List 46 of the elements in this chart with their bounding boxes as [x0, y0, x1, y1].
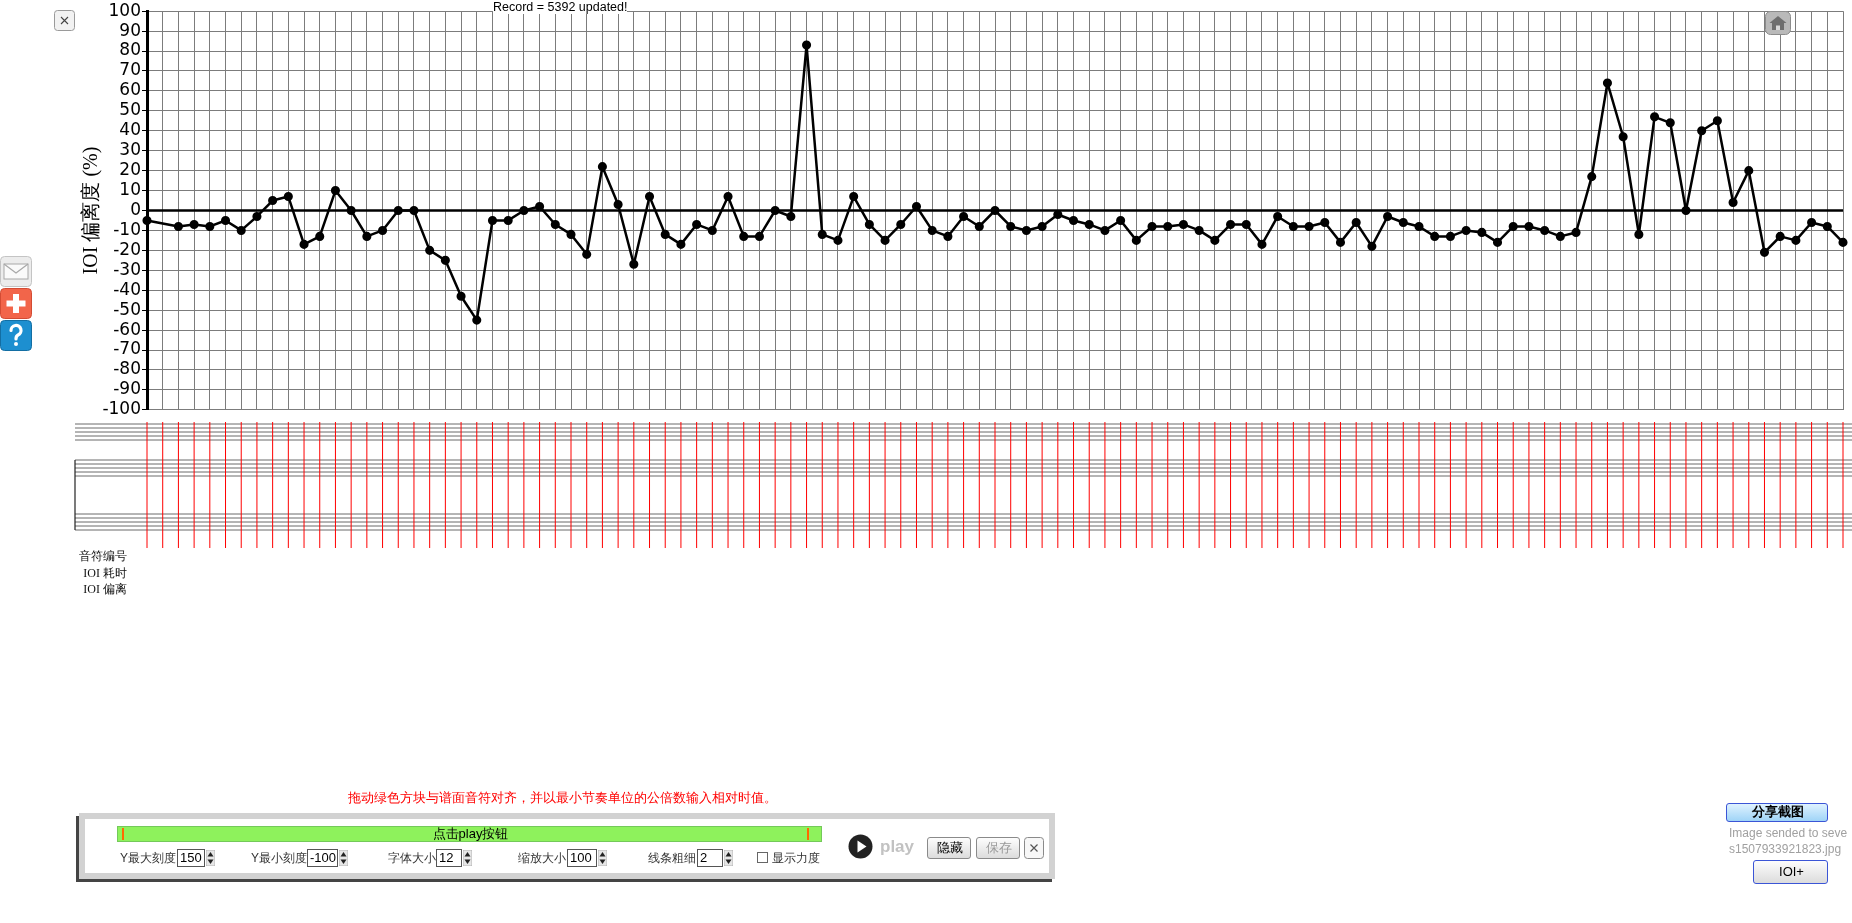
text: 音符编号 [79, 548, 127, 565]
number-field: 100 [567, 849, 597, 867]
y-tick-label: 100 [108, 0, 141, 20]
y-tick-label: 30 [119, 139, 141, 160]
y-tick-label: -20 [113, 238, 141, 259]
number-field: -100 [307, 849, 338, 867]
y-axis-title: IOI 偏离度 (%) [79, 146, 103, 275]
text: Y最小刻度 [251, 851, 308, 865]
text: Image sended to seve [1729, 826, 1848, 840]
number-field: 12 [436, 849, 462, 867]
text: 字体大小 [388, 851, 436, 865]
y-tick-label: 10 [119, 178, 141, 199]
y-tick-label: 90 [119, 19, 141, 40]
text: Y最大刻度 [120, 851, 177, 865]
button: 隐藏 [927, 837, 971, 859]
y-tick-label: -70 [113, 338, 141, 359]
y-tick-label: 60 [119, 79, 141, 100]
y-tick-label: 50 [119, 99, 141, 120]
y-tick-label: -40 [113, 278, 141, 299]
number-field: 2 [697, 849, 723, 867]
text: 线条粗细 [648, 851, 696, 865]
button: 分享截图 [1726, 803, 1828, 822]
y-tick-label: 20 [119, 159, 141, 180]
y-tick-label: -30 [113, 258, 141, 279]
y-tick-label: -100 [102, 398, 141, 419]
button: 保存 [976, 837, 1020, 859]
text: IOI 偏离 [83, 581, 127, 598]
text: 缩放大小 [518, 851, 566, 865]
button: IOI+ [1753, 860, 1828, 884]
y-tick-label: -60 [113, 318, 141, 339]
number-field: 150 [177, 849, 205, 867]
text: IOI 耗时 [83, 565, 127, 582]
y-tick-label: -50 [113, 298, 141, 319]
text: 拖动绿色方块与谱面音符对齐，并以最小节奏单位的公倍数输入相对时值。 [348, 791, 777, 805]
y-tick-label: 70 [119, 59, 141, 80]
annotation: Record = 5392 updated! [493, 0, 628, 14]
text: 显示力度 [772, 851, 820, 865]
text: s1507933921823.jpg [1729, 842, 1842, 856]
text: play [880, 837, 915, 856]
y-tick-label: 0 [130, 198, 141, 219]
y-tick-label: -90 [113, 378, 141, 399]
y-tick-label: 40 [119, 119, 141, 140]
y-tick-label: 80 [119, 39, 141, 60]
progress-bar: 点击play按钮 [117, 826, 822, 842]
y-tick-label: -10 [113, 218, 141, 239]
y-tick-label: -80 [113, 358, 141, 379]
